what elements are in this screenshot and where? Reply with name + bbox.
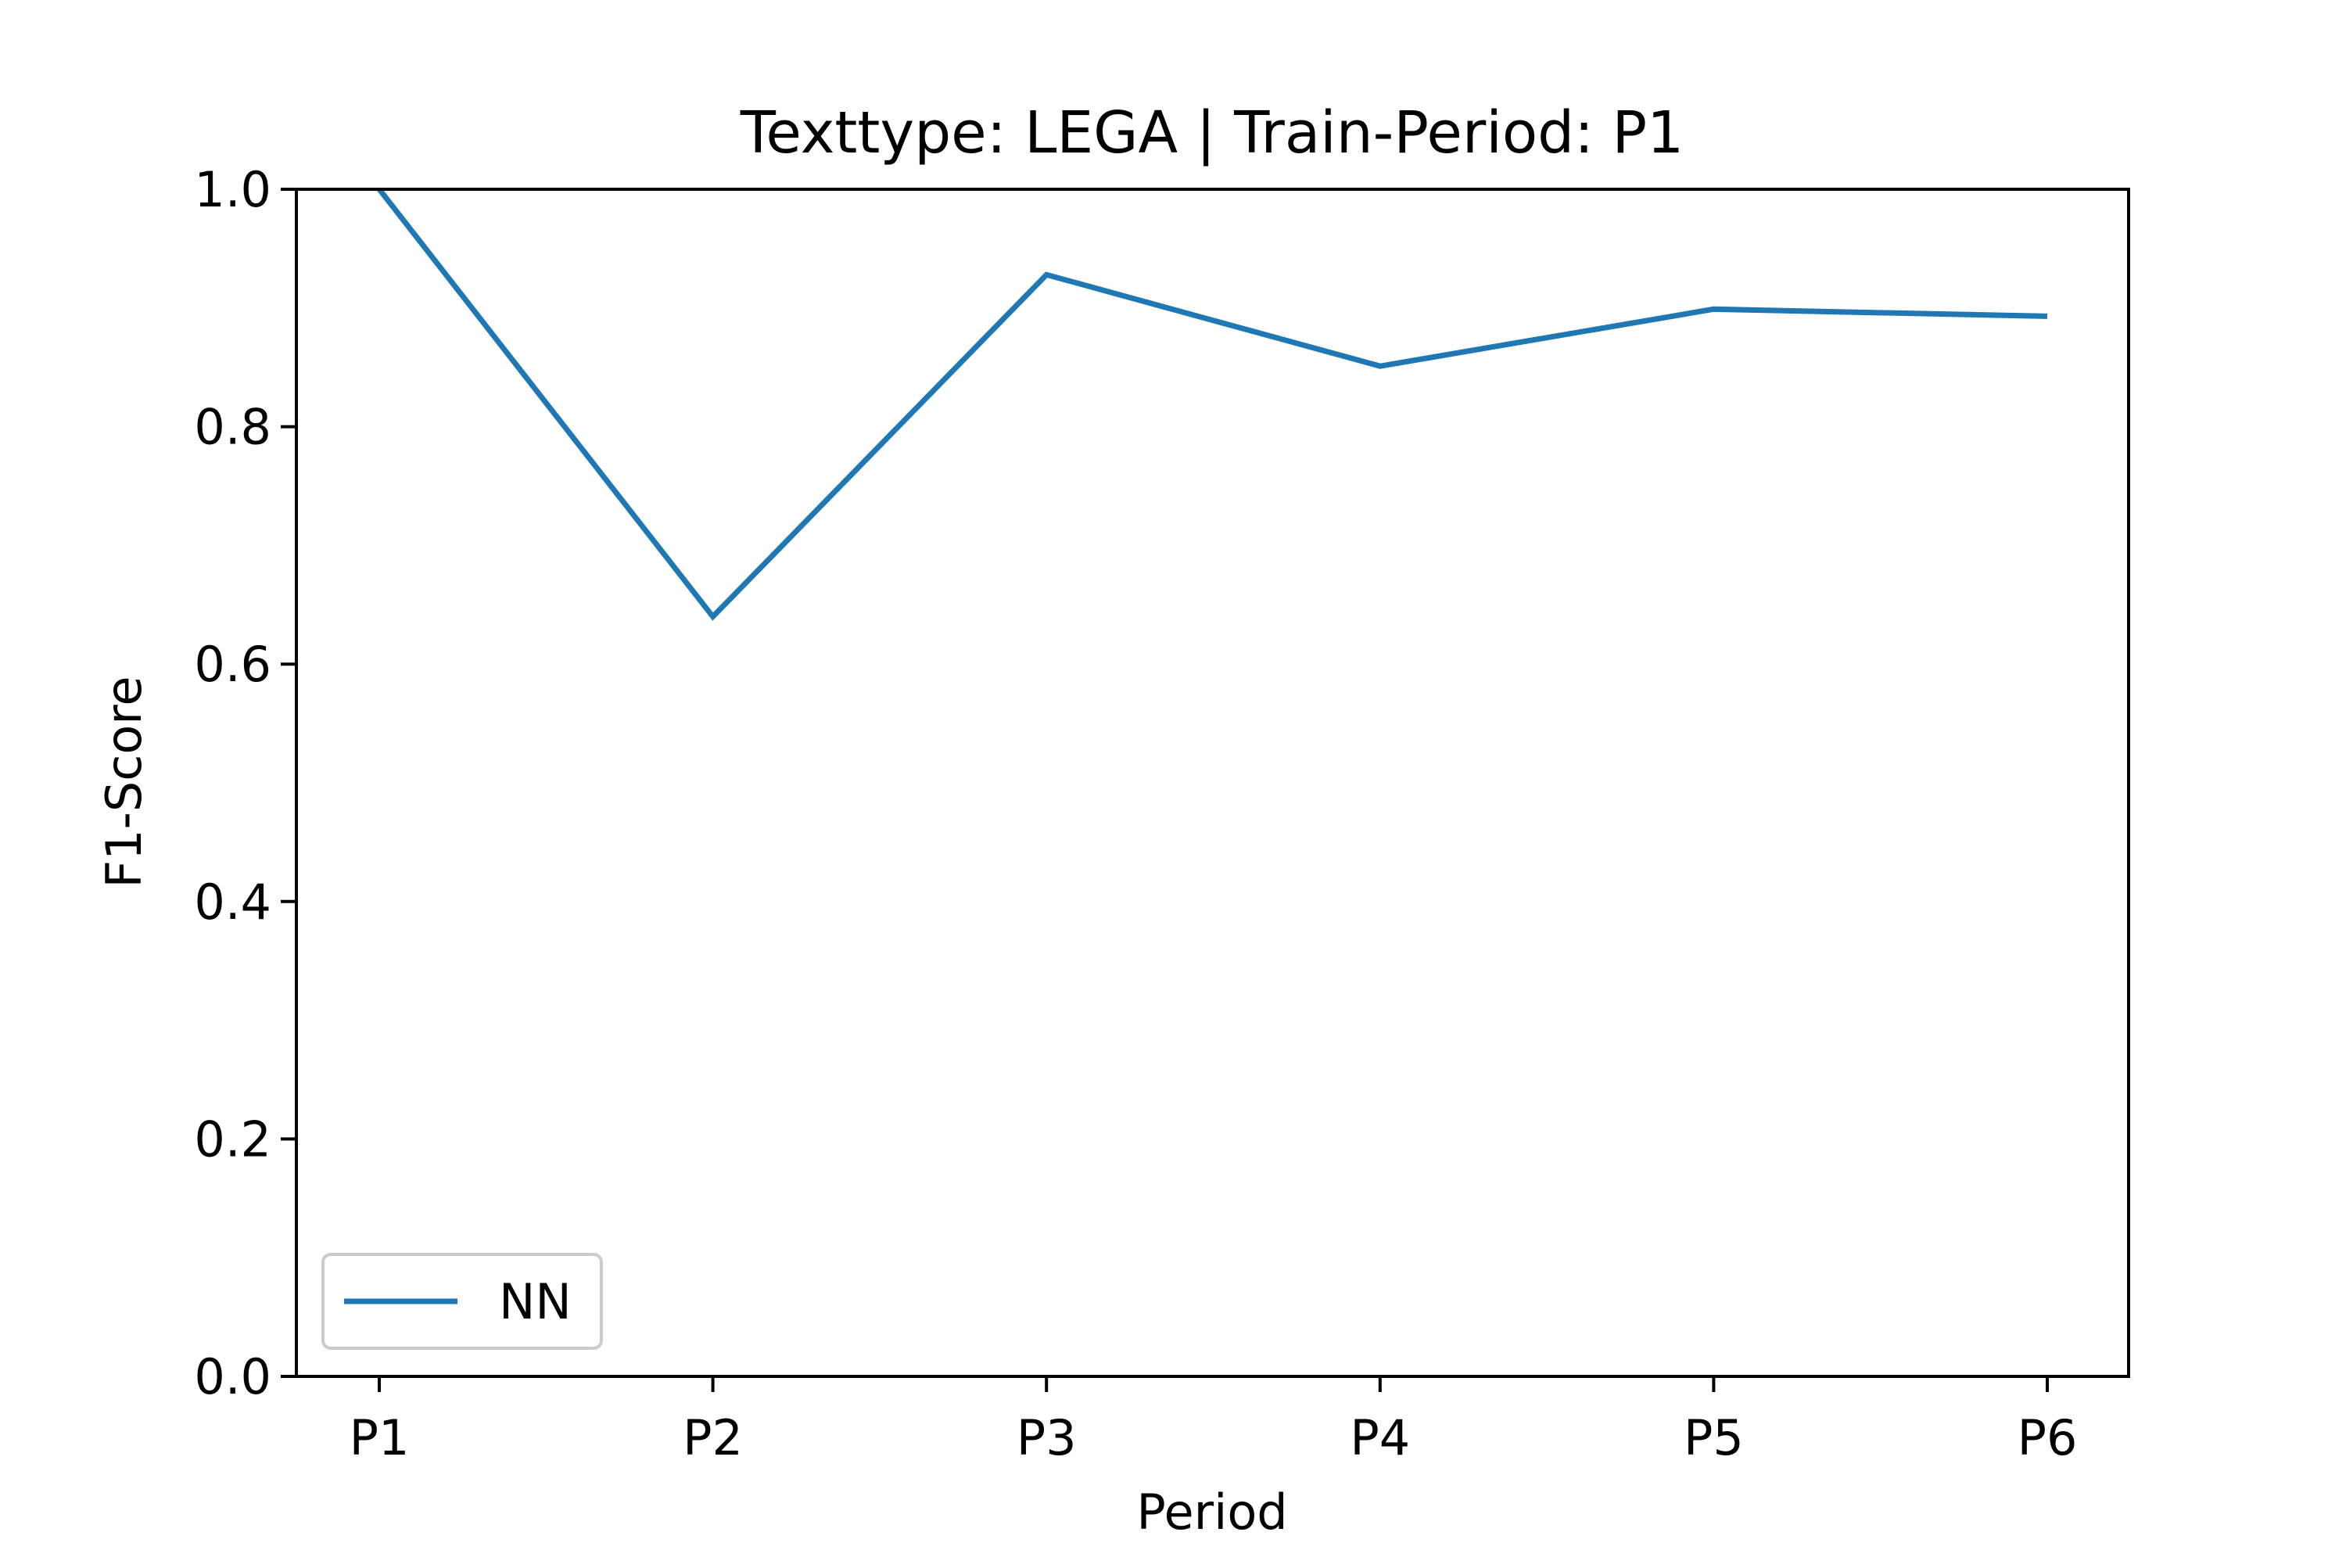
y-tick-label: 0.4 — [194, 874, 271, 931]
x-tick-label: P3 — [1017, 1409, 1077, 1466]
x-tick-label: P5 — [1684, 1409, 1744, 1466]
legend-box — [321, 1253, 603, 1350]
x-tick-label: P4 — [1350, 1409, 1410, 1466]
legend-label-nn: NN — [499, 1273, 572, 1330]
y-tick-label: 0.2 — [194, 1111, 271, 1168]
x-axis-label: Period — [1136, 1484, 1287, 1541]
x-axis-ticks: P1 P2 P3 P4 P5 P6 — [350, 1376, 2078, 1466]
y-axis-ticks: 0.0 0.2 0.4 0.6 0.8 1.0 — [194, 161, 296, 1405]
plot-area — [296, 189, 2129, 1376]
y-tick-label: 0.0 — [194, 1348, 271, 1405]
y-axis-label: F1-Score — [95, 676, 152, 888]
chart-title: Texttype: LEGA | Train-Period: P1 — [740, 99, 1684, 167]
y-tick-label: 0.6 — [194, 636, 271, 693]
y-tick-label: 1.0 — [194, 161, 271, 218]
x-tick-label: P1 — [350, 1409, 410, 1466]
legend: NN — [321, 1253, 603, 1350]
x-tick-label: P2 — [683, 1409, 743, 1466]
x-tick-label: P6 — [2018, 1409, 2078, 1466]
y-tick-label: 0.8 — [194, 399, 271, 456]
series-group — [377, 187, 2048, 621]
plot-frame — [295, 188, 2130, 1378]
series-line-nn — [377, 187, 2048, 621]
